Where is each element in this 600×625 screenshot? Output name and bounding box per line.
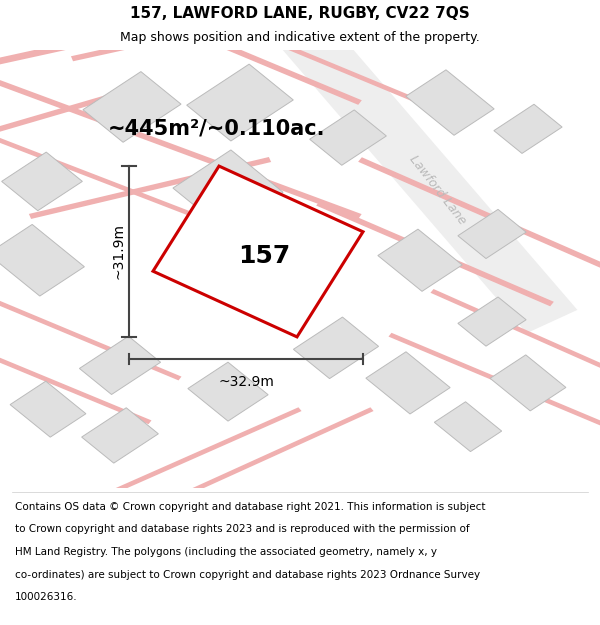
Polygon shape [79,336,161,394]
Text: ~31.9m: ~31.9m [111,224,125,279]
Polygon shape [0,224,85,296]
Text: to Crown copyright and database rights 2023 and is reproduced with the permissio: to Crown copyright and database rights 2… [15,524,470,534]
Polygon shape [188,362,268,421]
Polygon shape [378,229,462,291]
Polygon shape [0,12,211,71]
Polygon shape [366,352,450,414]
Polygon shape [83,72,181,142]
Polygon shape [406,70,494,135]
Text: 157, LAWFORD LANE, RUGBY, CV22 7QS: 157, LAWFORD LANE, RUGBY, CV22 7QS [130,6,470,21]
Text: 157: 157 [238,244,290,268]
Polygon shape [458,209,526,259]
Polygon shape [458,297,526,346]
Polygon shape [310,110,386,165]
Polygon shape [358,158,600,280]
Text: 100026316.: 100026316. [15,592,77,602]
Polygon shape [0,127,289,253]
Text: ~445m²/~0.110ac.: ~445m²/~0.110ac. [108,119,325,139]
Polygon shape [430,289,600,381]
Polygon shape [494,104,562,153]
Polygon shape [0,346,151,424]
Text: Lawford Lane: Lawford Lane [407,153,469,228]
Polygon shape [173,150,283,231]
Polygon shape [29,157,271,219]
Text: ~32.9m: ~32.9m [218,376,274,389]
Polygon shape [263,3,577,333]
Polygon shape [316,201,554,306]
Polygon shape [293,317,379,379]
Polygon shape [0,289,181,381]
Text: co-ordinates) are subject to Crown copyright and database rights 2023 Ordnance S: co-ordinates) are subject to Crown copyr… [15,569,480,579]
Polygon shape [148,408,374,512]
Text: Map shows position and indicative extent of the property.: Map shows position and indicative extent… [120,31,480,44]
Polygon shape [10,381,86,437]
Polygon shape [187,64,293,141]
Polygon shape [0,69,362,219]
Text: Contains OS data © Crown copyright and database right 2021. This information is : Contains OS data © Crown copyright and d… [15,502,485,512]
Polygon shape [71,4,313,61]
Polygon shape [70,408,302,512]
Polygon shape [209,13,433,109]
Polygon shape [153,166,363,337]
Polygon shape [2,152,82,211]
Polygon shape [148,12,362,105]
Polygon shape [490,355,566,411]
Polygon shape [389,332,600,437]
Polygon shape [0,91,121,140]
Polygon shape [82,408,158,463]
Polygon shape [434,402,502,452]
Text: HM Land Registry. The polygons (including the associated geometry, namely x, y: HM Land Registry. The polygons (includin… [15,547,437,557]
